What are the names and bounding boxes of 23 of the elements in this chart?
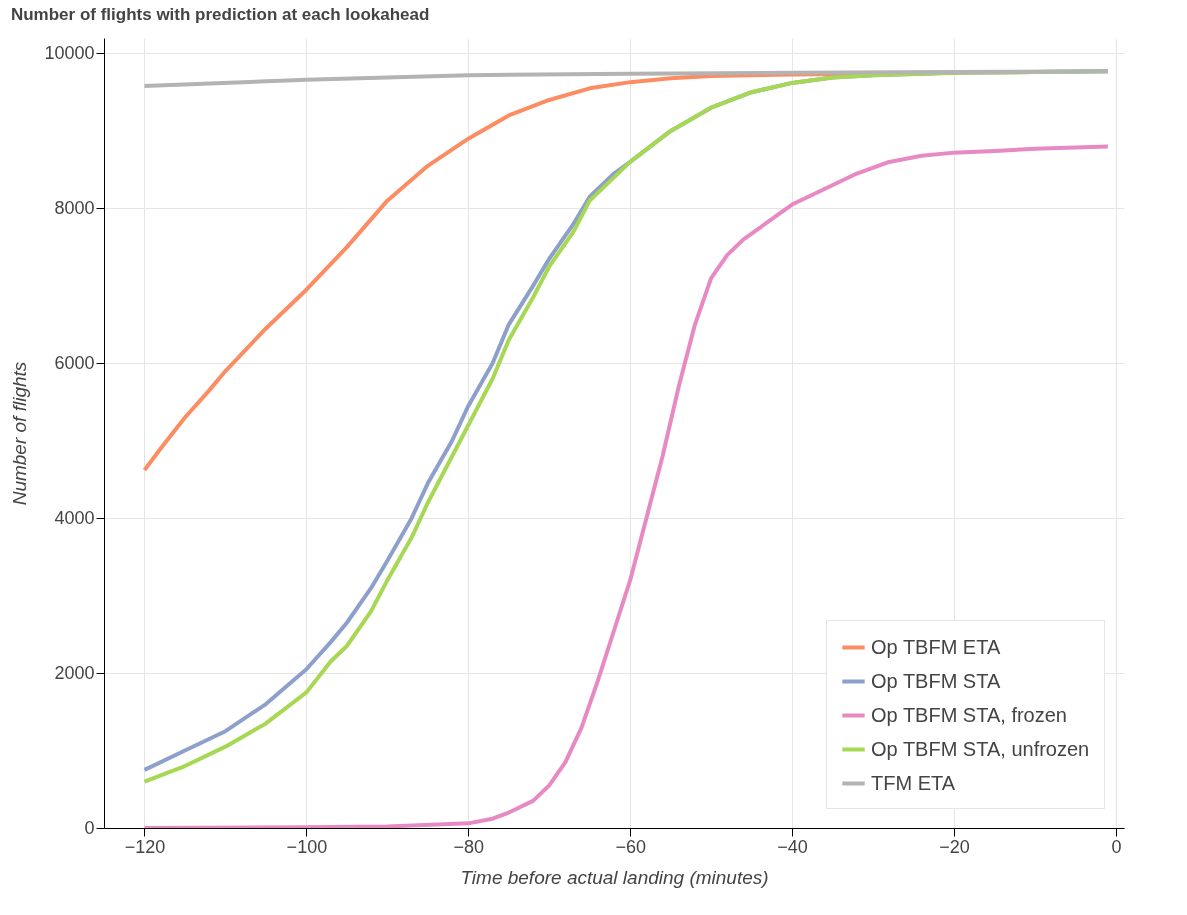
x-tick-label: −80 [453, 836, 485, 857]
legend-label: Op TBFM STA, unfrozen [871, 737, 1090, 760]
x-tick-label: −100 [286, 836, 328, 857]
y-tick-label: 2000 [54, 662, 95, 683]
legend-label: Op TBFM STA [871, 669, 1001, 692]
x-axis-title: Time before actual landing (minutes) [460, 866, 769, 888]
y-tick-label: 4000 [54, 507, 95, 528]
x-tick-label: −120 [124, 836, 166, 857]
x-tick-label: −20 [939, 836, 970, 857]
line-series [142, 144, 1110, 828]
chart-title: Number of flights with prediction at each lookahead [10, 5, 430, 24]
legend-label: Op TBFM STA, frozen [871, 703, 1067, 726]
x-tick-label: −60 [615, 836, 646, 857]
y-tick-label: 10000 [44, 42, 95, 63]
legend-label: TFM ETA [871, 771, 956, 794]
y-tick-label: 6000 [54, 352, 95, 373]
y-tick-label: 8000 [54, 197, 95, 218]
line-series [142, 69, 1110, 89]
y-tick-label: 0 [84, 817, 95, 838]
legend-label: Op TBFM ETA [871, 635, 1001, 658]
x-tick-label: −40 [777, 836, 808, 857]
x-tick-label: 0 [1111, 836, 1122, 857]
y-axis-title: Number of flights [9, 361, 31, 506]
